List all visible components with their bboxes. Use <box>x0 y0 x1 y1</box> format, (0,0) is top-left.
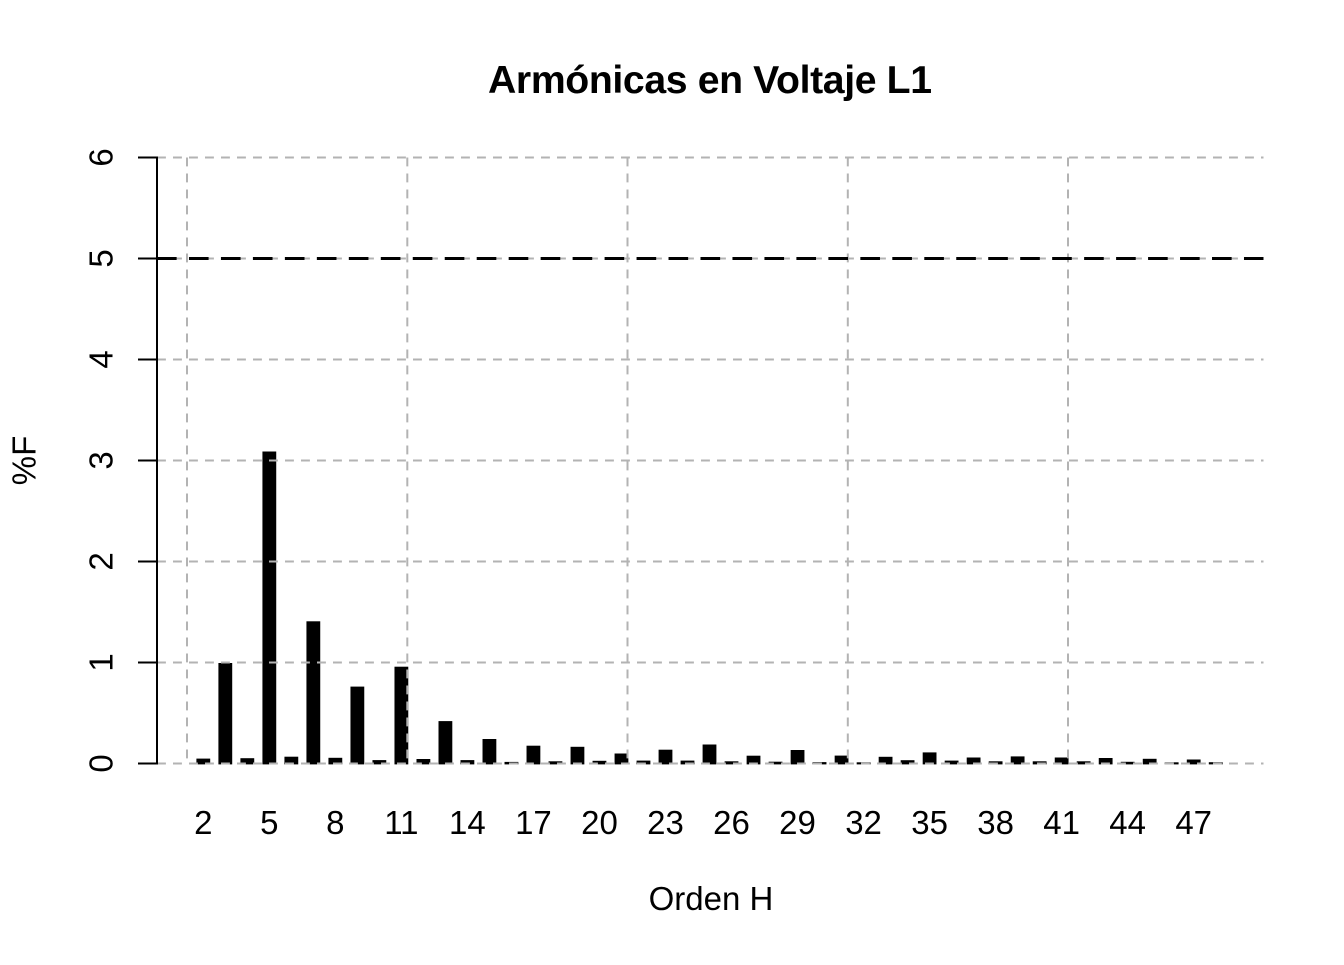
svg-text:4: 4 <box>83 350 120 368</box>
svg-text:2: 2 <box>83 552 120 570</box>
svg-text:14: 14 <box>449 804 486 841</box>
svg-text:Armónicas en Voltaje L1: Armónicas en Voltaje L1 <box>488 59 932 102</box>
svg-text:6: 6 <box>83 148 120 166</box>
svg-text:%F: %F <box>6 436 43 486</box>
svg-text:29: 29 <box>779 804 816 841</box>
svg-text:23: 23 <box>647 804 684 841</box>
svg-text:3: 3 <box>83 451 120 469</box>
svg-text:20: 20 <box>581 804 618 841</box>
svg-text:8: 8 <box>326 804 344 841</box>
svg-text:5: 5 <box>260 804 278 841</box>
svg-text:44: 44 <box>1109 804 1146 841</box>
svg-text:38: 38 <box>977 804 1014 841</box>
svg-text:35: 35 <box>911 804 948 841</box>
svg-text:1: 1 <box>83 653 120 671</box>
svg-text:32: 32 <box>845 804 882 841</box>
svg-text:26: 26 <box>713 804 750 841</box>
svg-text:Orden H: Orden H <box>649 880 774 917</box>
svg-text:5: 5 <box>83 249 120 267</box>
svg-text:11: 11 <box>384 804 418 841</box>
svg-text:2: 2 <box>194 804 212 841</box>
svg-text:17: 17 <box>515 804 552 841</box>
svg-text:47: 47 <box>1175 804 1212 841</box>
svg-text:41: 41 <box>1043 804 1080 841</box>
svg-text:0: 0 <box>83 754 120 772</box>
